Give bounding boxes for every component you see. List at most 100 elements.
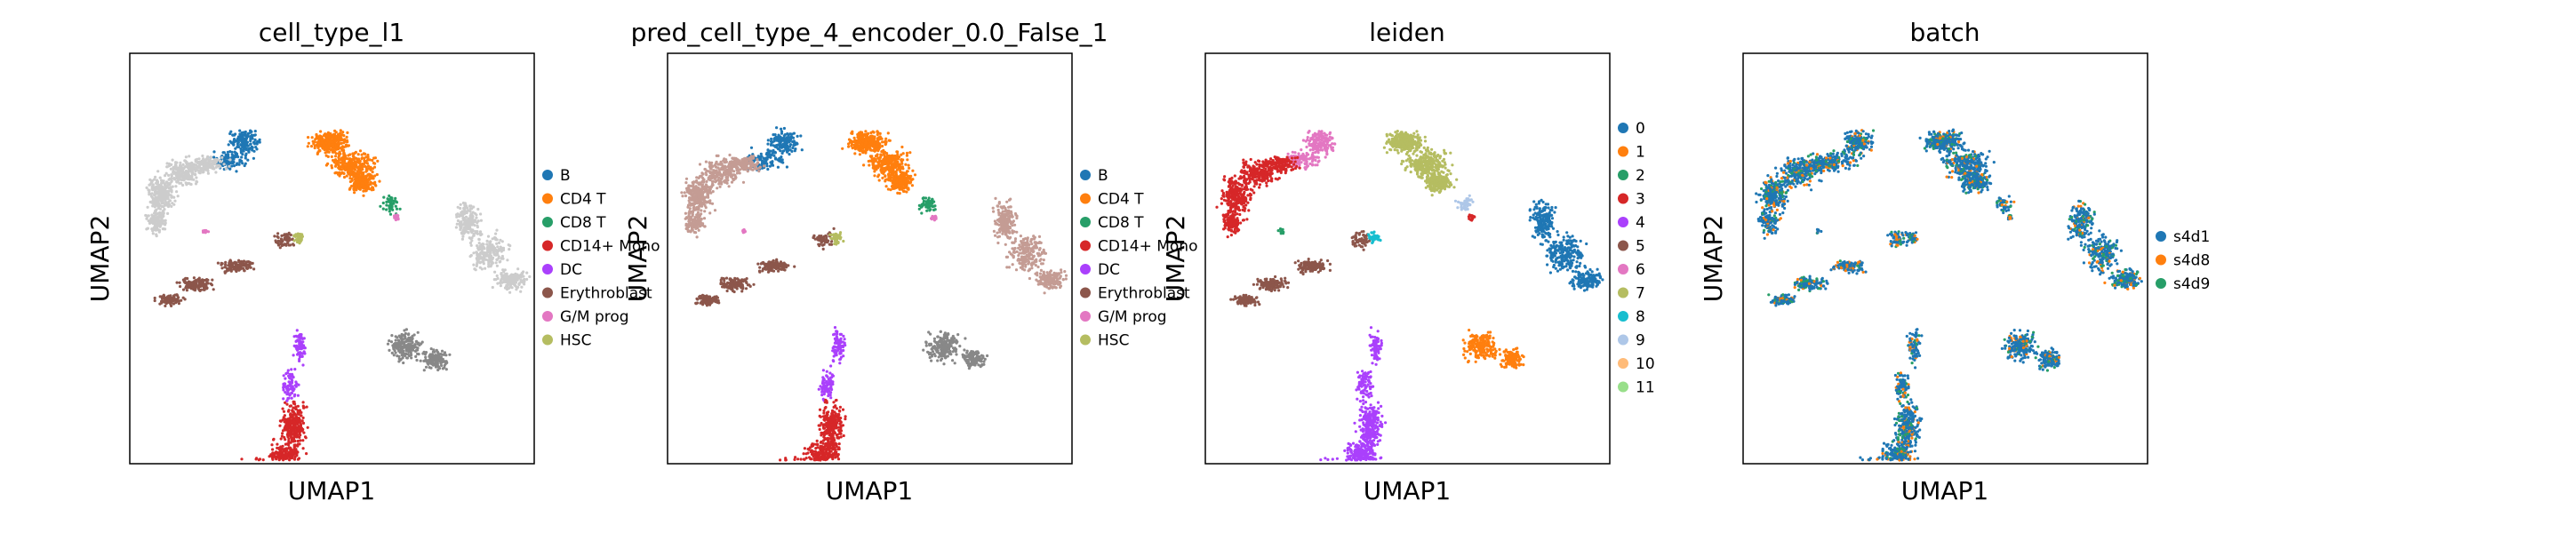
scatter-point (372, 165, 377, 169)
scatter-point (286, 418, 290, 422)
scatter-point (348, 157, 351, 161)
scatter-point (316, 152, 319, 155)
scatter-point (462, 226, 466, 230)
scatter-point (170, 304, 173, 307)
scatter-point (327, 150, 331, 154)
scatter-point (302, 431, 306, 434)
scatter-point (210, 283, 214, 287)
scatter-point (302, 337, 306, 340)
scatter-point (170, 173, 173, 177)
scatter-point (444, 360, 448, 363)
scatter-point (439, 355, 443, 359)
scatter-point (870, 139, 874, 143)
scatter-point (455, 222, 459, 226)
legend-marker (542, 287, 553, 298)
scatter-point (791, 146, 795, 150)
legend-label: G/M prog (560, 308, 629, 326)
scatter-point (416, 330, 420, 334)
scatter-point (511, 282, 516, 285)
scatter-point (376, 159, 380, 163)
scatter-point (332, 158, 335, 163)
scatter-point (459, 227, 462, 231)
scatter-point (252, 156, 255, 160)
scatter-point (231, 264, 235, 267)
scatter-point (184, 155, 188, 159)
scatter-point (276, 235, 279, 238)
scatter-point (231, 133, 235, 137)
scatter-point (226, 150, 229, 154)
scatter-point (156, 181, 159, 185)
scatter-point (476, 207, 480, 211)
scatter-point (416, 352, 420, 355)
scatter-point (167, 173, 171, 177)
scatter-point (856, 132, 860, 137)
scatter-point (161, 194, 164, 197)
scatter-point (716, 171, 719, 175)
scatter-point (289, 446, 292, 449)
scatter-point (371, 186, 375, 189)
scatter-point (480, 257, 484, 260)
scatter-point (400, 338, 404, 342)
scatter-point (249, 136, 252, 139)
scatter-point (244, 162, 247, 165)
scatter-point (769, 155, 772, 159)
scatter-point (270, 443, 274, 447)
scatter-point (318, 134, 323, 138)
scatter-point (715, 154, 718, 157)
scatter-point (145, 227, 148, 231)
scatter-point (172, 171, 176, 175)
scatter-point (904, 184, 908, 187)
scatter-point (169, 298, 172, 302)
scatter-point (349, 160, 354, 163)
scatter-point (365, 158, 370, 162)
scatter-point (881, 144, 884, 148)
scatter-point (305, 405, 308, 409)
scatter-point (868, 143, 872, 147)
scatter-point (768, 153, 772, 156)
scatter-point (337, 143, 340, 147)
scatter-point (475, 264, 478, 267)
scatter-point (881, 149, 884, 153)
scatter-points (680, 126, 1068, 462)
scatter-point (148, 183, 151, 187)
scatter-point (780, 155, 783, 159)
scatter-point (181, 167, 186, 171)
scatter-point (149, 181, 153, 185)
scatter-point (876, 139, 880, 143)
scatter-point (246, 131, 250, 135)
scatter-point (512, 275, 516, 279)
scatter-point (894, 174, 899, 178)
scatter-point (415, 348, 419, 352)
scatter-point (164, 304, 167, 307)
scatter-point (299, 333, 302, 337)
scatter-point (223, 158, 227, 162)
scatter-point (168, 177, 172, 180)
scatter-point (284, 377, 287, 380)
scatter-point (340, 138, 344, 142)
scatter-point (899, 171, 902, 174)
scatter-point (786, 140, 789, 144)
scatter-point (733, 177, 737, 180)
panel-pred-cell-type: pred_cell_type_4_encoder_0.0_False_1 UMA… (623, 18, 1197, 505)
scatter-point (298, 239, 301, 243)
scatter-point (473, 224, 476, 227)
scatter-point (868, 148, 872, 152)
scatter-point (889, 179, 892, 182)
scatter-point (296, 422, 300, 426)
scatter-point (335, 160, 340, 163)
scatter-point (373, 162, 377, 165)
scatter-point (478, 260, 482, 264)
scatter-point (774, 156, 778, 160)
scatter-point (171, 202, 174, 205)
scatter-point (719, 162, 723, 165)
scatter-point (239, 266, 243, 270)
scatter-point (468, 215, 472, 219)
scatter-point (184, 276, 188, 280)
scatter-point (493, 246, 497, 251)
scatter-point (276, 446, 279, 449)
scatter-point (158, 176, 162, 179)
scatter-point (461, 201, 465, 205)
scatter-point (283, 426, 286, 430)
scatter-point (364, 152, 367, 155)
